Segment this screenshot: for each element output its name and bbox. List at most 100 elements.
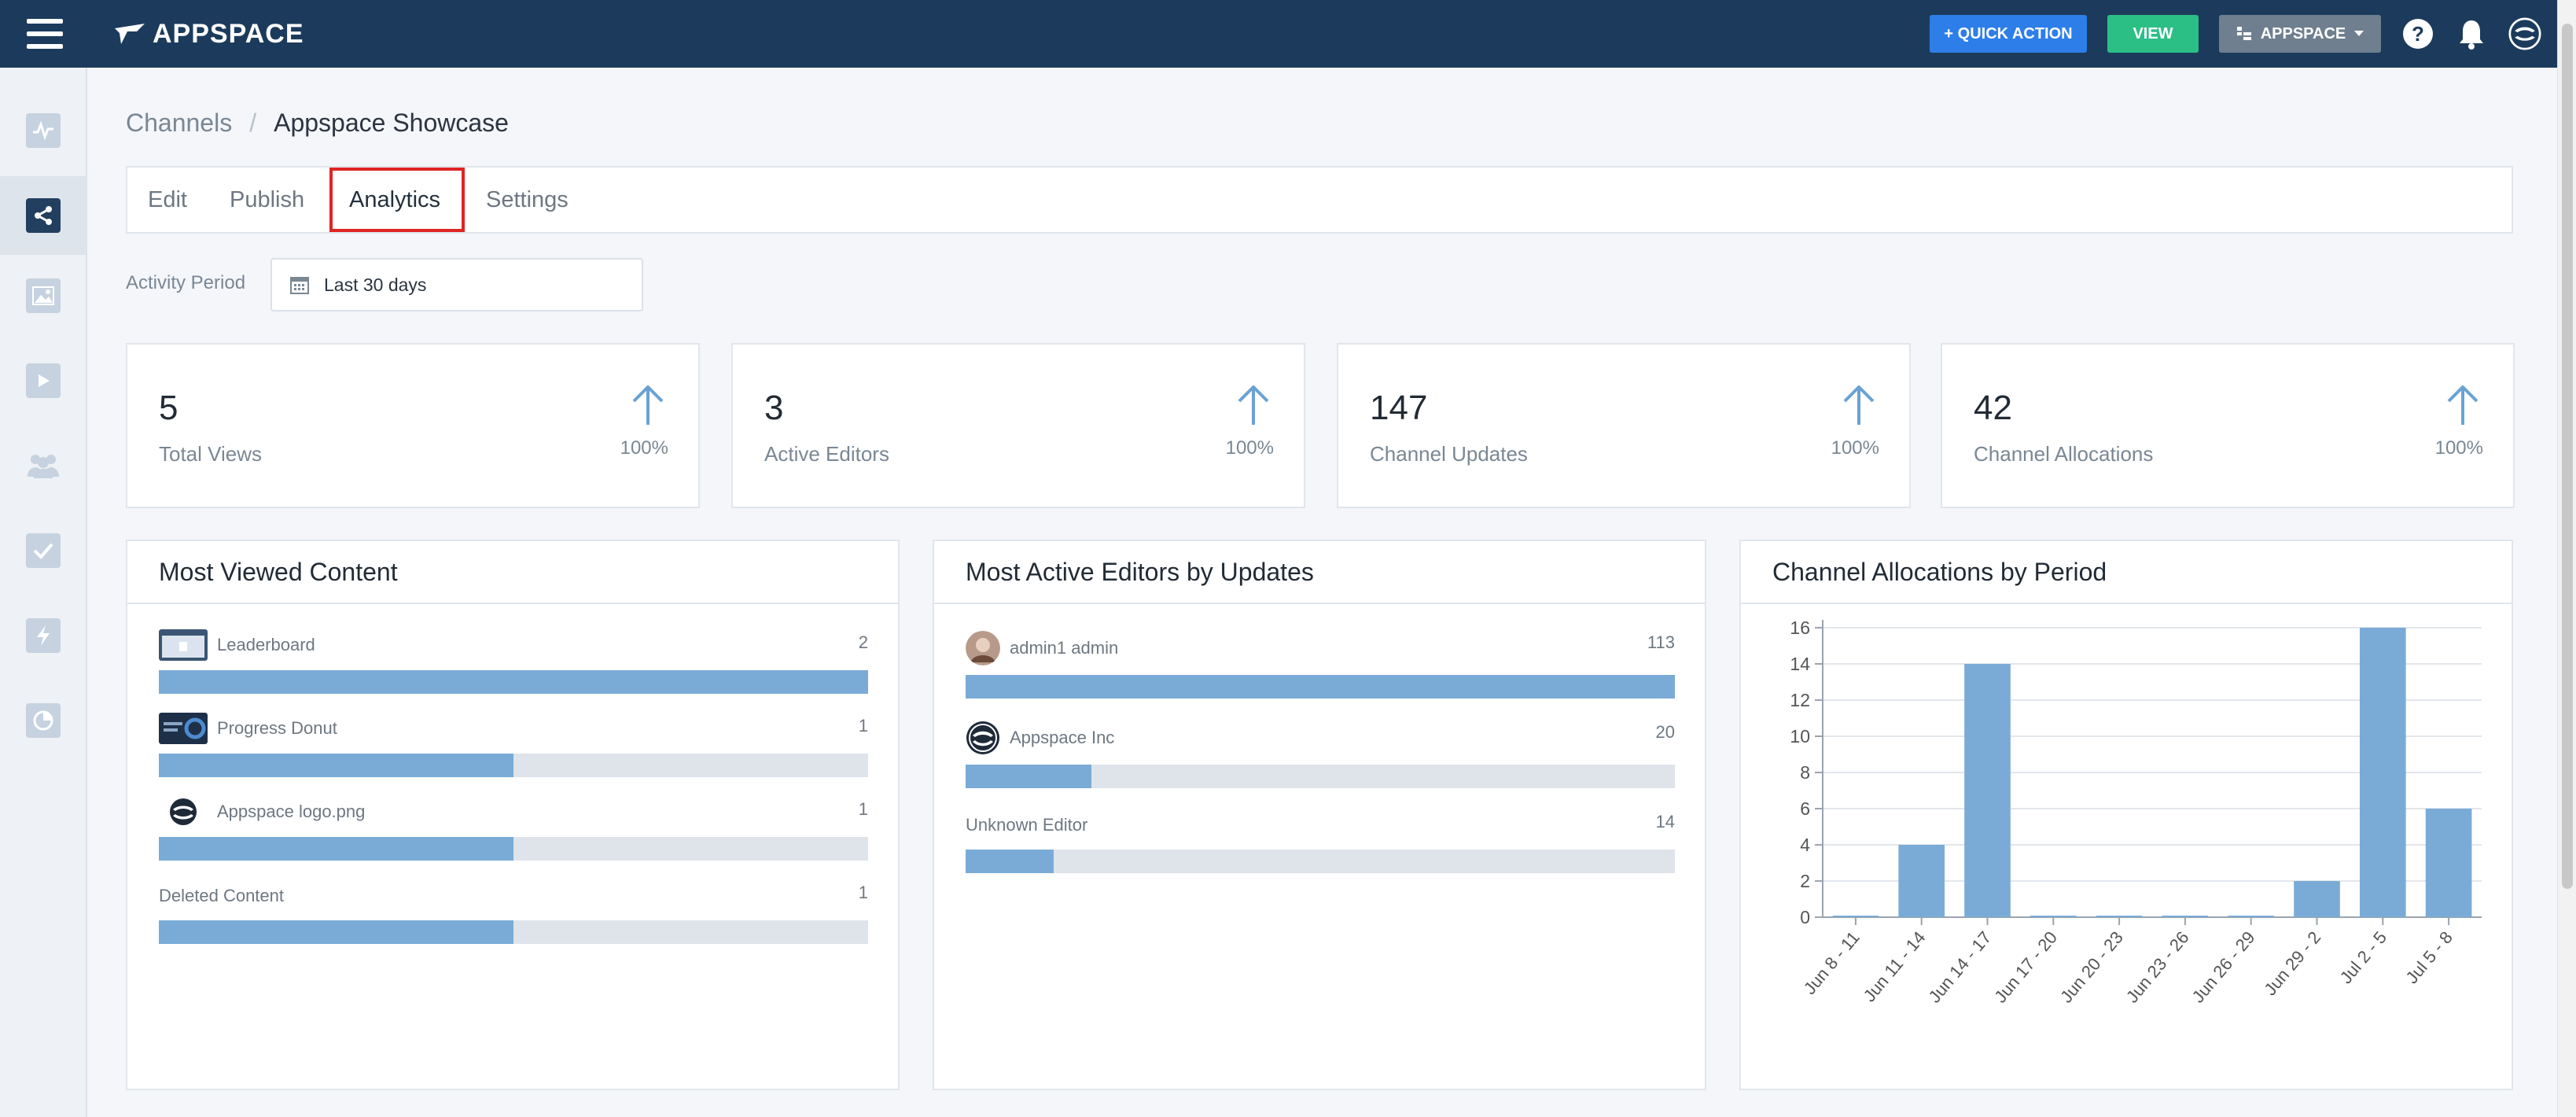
- page-title: Appspace Showcase: [274, 109, 509, 137]
- most-viewed-content-panel: Most Viewed Content Leaderboard 2 Progre…: [126, 540, 900, 1090]
- breadcrumb: Channels / Appspace Showcase: [126, 109, 509, 138]
- appspace-logo[interactable]: APPSPACE: [113, 17, 304, 50]
- y-tick-label: 16: [1790, 617, 1810, 638]
- bell-icon[interactable]: [2455, 17, 2488, 50]
- bar[interactable]: [2228, 916, 2275, 917]
- users-icon: [26, 448, 61, 483]
- chevron-down-icon: [2354, 31, 2364, 36]
- share-icon: [25, 198, 61, 233]
- sidebar-item-tasks[interactable]: [0, 511, 86, 590]
- x-tick-label: Jul 2 - 5: [2336, 927, 2390, 987]
- bar-track: [966, 850, 1675, 873]
- bar[interactable]: [1898, 845, 1945, 917]
- x-tick-label: Jun 11 - 14: [1860, 927, 1930, 1005]
- video-icon: [25, 363, 61, 398]
- stat-label: Channel Allocations: [1974, 442, 2154, 466]
- stat-percent: 100%: [1831, 437, 1879, 459]
- lightning-icon: [25, 618, 61, 653]
- sidebar-item-automation[interactable]: [0, 596, 86, 675]
- x-tick-label: Jun 14 - 17: [1924, 927, 1995, 1006]
- list-item-count: 2: [858, 632, 868, 652]
- x-tick-label: Jul 5 - 8: [2401, 927, 2456, 987]
- tab-analytics[interactable]: Analytics: [349, 186, 441, 212]
- progress-donut-thumbnail: [159, 713, 208, 744]
- list-item-count: 1: [858, 716, 868, 735]
- list-item-label: Unknown Editor: [966, 815, 1088, 835]
- svg-text:?: ?: [2412, 22, 2424, 46]
- stat-value: 147: [1370, 389, 1428, 427]
- logo-wing-icon: [115, 24, 145, 44]
- hierarchy-icon: [2236, 27, 2251, 40]
- list-item-count: 14: [1655, 812, 1675, 831]
- most-active-editors-panel: Most Active Editors by Updates admin1 ad…: [933, 540, 1706, 1090]
- stat-label: Channel Updates: [1370, 442, 1528, 466]
- bar-fill: [966, 850, 1054, 873]
- sidebar-item-channels[interactable]: [0, 176, 86, 255]
- image-icon: [25, 278, 61, 313]
- page-scrollbar[interactable]: [2557, 0, 2576, 1117]
- stat-value: 42: [1974, 389, 2012, 427]
- bar-track: [966, 765, 1675, 788]
- user-avatar[interactable]: [2508, 17, 2541, 50]
- bar-track: [159, 670, 868, 694]
- sidebar-item-library[interactable]: [0, 256, 86, 335]
- bar-track: [966, 675, 1675, 699]
- activity-period-select[interactable]: Last 30 days: [270, 258, 643, 312]
- channel-allocations-panel: Channel Allocations by Period 0 2 4 6 8 10 12 1…: [1739, 540, 2513, 1090]
- hamburger-menu-icon[interactable]: [27, 19, 63, 49]
- top-bar: APPSPACE + QUICK ACTION VIEW APPSPACE ?: [0, 0, 2557, 68]
- tab-publish[interactable]: Publish: [230, 186, 305, 212]
- sidebar-item-media[interactable]: [0, 341, 86, 420]
- tab-settings[interactable]: Settings: [486, 186, 569, 212]
- bar[interactable]: [2030, 916, 2077, 917]
- scrollbar-thumb[interactable]: [2562, 24, 2573, 889]
- x-tick-label: Jun 29 - 2: [2260, 927, 2324, 999]
- sidebar-item-reports[interactable]: [0, 681, 86, 760]
- quick-action-button[interactable]: + QUICK ACTION: [1930, 15, 2087, 53]
- space-selector-label: APPSPACE: [2260, 24, 2346, 42]
- breadcrumb-channels-link[interactable]: Channels: [126, 109, 233, 137]
- list-item-count: 113: [1647, 632, 1675, 652]
- stat-value: 3: [764, 389, 784, 427]
- view-button[interactable]: VIEW: [2107, 15, 2199, 53]
- bar[interactable]: [2425, 809, 2472, 917]
- sidebar: [0, 68, 87, 1117]
- list-item-label: Appspace Inc: [966, 721, 1114, 755]
- help-icon[interactable]: ?: [2401, 17, 2434, 50]
- stat-card-active-editors: 3 Active Editors 100%: [731, 343, 1305, 508]
- bar[interactable]: [2294, 881, 2340, 917]
- bar-track: [159, 754, 868, 777]
- bar[interactable]: [2096, 916, 2143, 917]
- list-item-count: 1: [858, 883, 868, 902]
- y-tick-label: 14: [1790, 654, 1810, 674]
- stat-label: Total Views: [159, 442, 263, 466]
- tab-edit[interactable]: Edit: [148, 186, 187, 212]
- bar[interactable]: [2359, 628, 2406, 917]
- list-item-label: Deleted Content: [159, 886, 284, 905]
- calendar-icon: [290, 277, 309, 294]
- bar-fill: [966, 675, 1675, 699]
- sidebar-item-activity[interactable]: [0, 91, 86, 170]
- arrow-up-icon: [1238, 385, 1269, 425]
- bar[interactable]: [1832, 916, 1879, 917]
- stat-percent: 100%: [1225, 437, 1274, 459]
- arrow-up-icon: [1843, 385, 1875, 425]
- leaderboard-thumbnail: [159, 629, 208, 661]
- y-tick-label: 8: [1800, 762, 1810, 783]
- panel-title: Channel Allocations by Period: [1741, 541, 2512, 604]
- bar[interactable]: [2162, 916, 2209, 917]
- stat-card-total-views: 5 Total Views 100%: [126, 343, 700, 508]
- list-item-label: Appspace logo.png: [159, 796, 365, 828]
- sidebar-item-users[interactable]: [0, 426, 86, 505]
- space-selector-button[interactable]: APPSPACE: [2219, 15, 2381, 53]
- bar-fill: [159, 670, 868, 694]
- stat-label: Active Editors: [764, 442, 889, 466]
- bar-track: [159, 920, 868, 944]
- panel-title: Most Viewed Content: [127, 541, 898, 604]
- list-item-count: 20: [1655, 722, 1675, 742]
- x-tick-label: Jun 8 - 11: [1800, 927, 1864, 998]
- activity-period-value: Last 30 days: [324, 274, 427, 295]
- list-item-label: Progress Donut: [159, 713, 337, 744]
- bar[interactable]: [1964, 664, 2011, 917]
- stat-card-channel-allocations: 42 Channel Allocations 100%: [1941, 343, 2515, 508]
